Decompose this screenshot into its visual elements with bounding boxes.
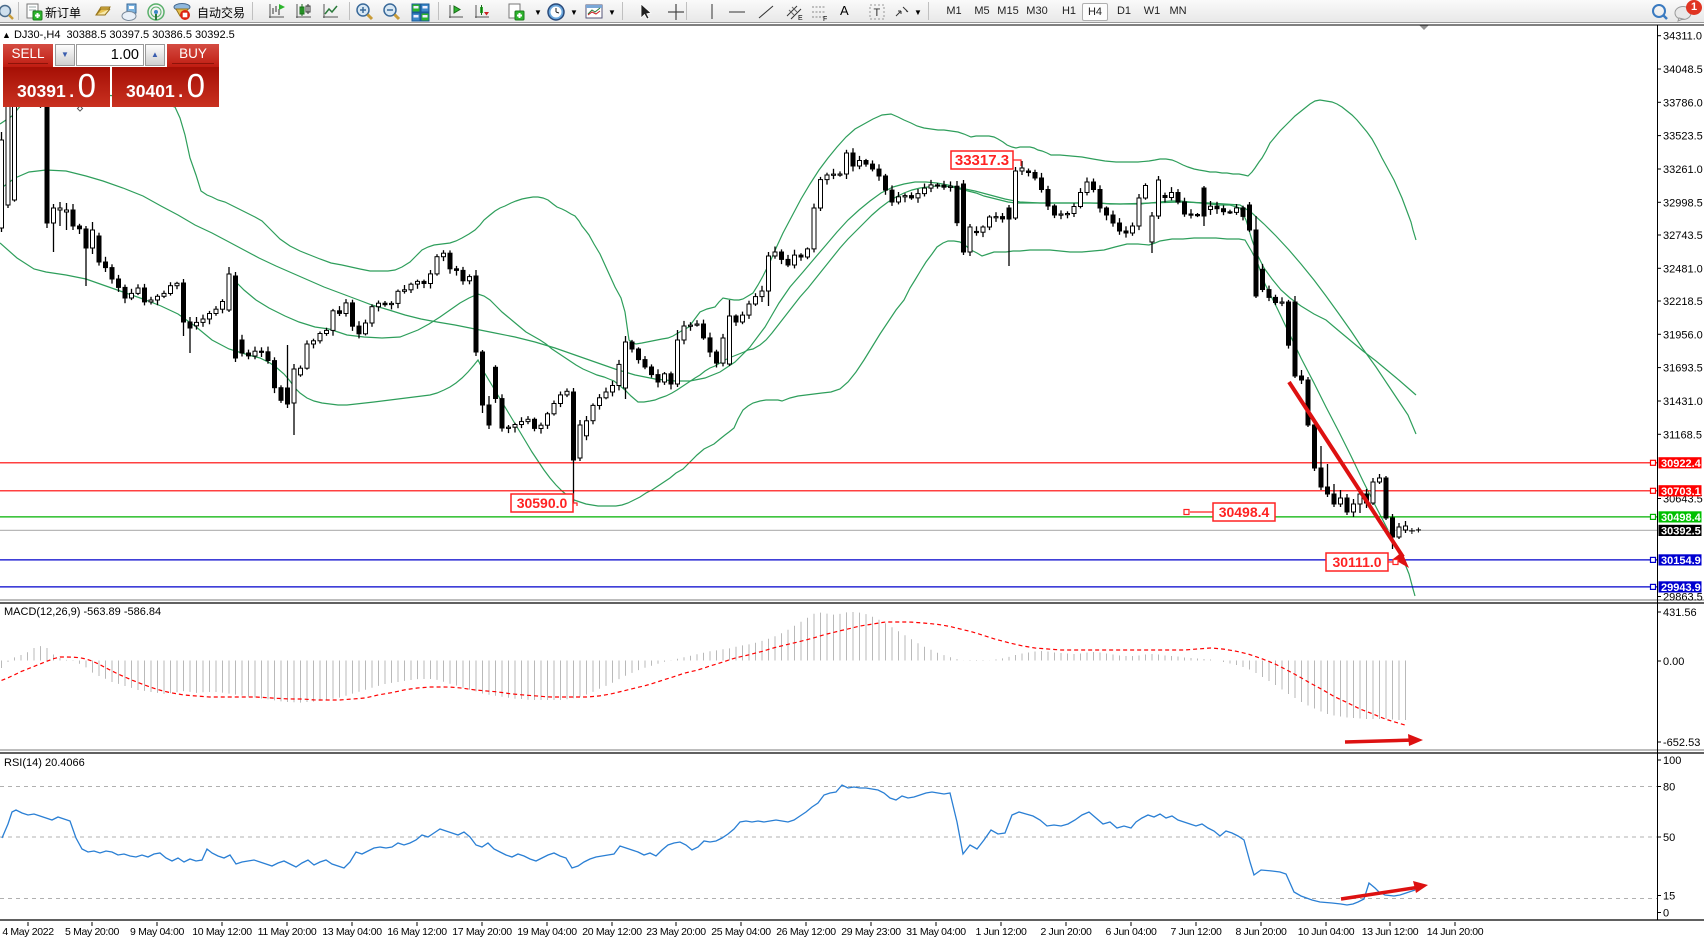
svg-text:E: E [798, 15, 803, 22]
svg-text:8 Jun 20:00: 8 Jun 20:00 [1235, 926, 1287, 938]
svg-text:11 May 20:00: 11 May 20:00 [258, 926, 317, 938]
svg-text:31 May 04:00: 31 May 04:00 [906, 926, 966, 938]
svg-text:31693.5: 31693.5 [1663, 363, 1703, 375]
svg-text:32998.5: 32998.5 [1663, 197, 1703, 209]
svg-text:-652.53: -652.53 [1663, 737, 1700, 749]
svg-text:80: 80 [1663, 782, 1675, 794]
svg-text:1 Jun 12:00: 1 Jun 12:00 [975, 926, 1027, 938]
svg-text:13 Jun 12:00: 13 Jun 12:00 [1362, 926, 1419, 938]
svg-text:33523.5: 33523.5 [1663, 131, 1703, 143]
svg-text:10 Jun 04:00: 10 Jun 04:00 [1298, 926, 1355, 938]
svg-text:30392.5: 30392.5 [1661, 525, 1701, 537]
svg-text:34311.0: 34311.0 [1663, 31, 1702, 43]
svg-text:20 May 12:00: 20 May 12:00 [582, 926, 642, 938]
svg-text:32218.5: 32218.5 [1663, 296, 1703, 308]
svg-text:19 May 04:00: 19 May 04:00 [517, 926, 577, 938]
svg-text:29943.9: 29943.9 [1661, 582, 1701, 594]
svg-text:31956.0: 31956.0 [1663, 329, 1703, 341]
svg-text:F: F [823, 16, 827, 22]
svg-text:32481.0: 32481.0 [1663, 263, 1703, 275]
svg-text:50: 50 [1663, 832, 1675, 844]
svg-text:30154.9: 30154.9 [1661, 555, 1701, 567]
svg-text:100: 100 [1663, 755, 1681, 767]
svg-text:14 Jun 20:00: 14 Jun 20:00 [1427, 926, 1484, 938]
svg-text:34048.5: 34048.5 [1663, 64, 1703, 76]
svg-text:T: T [874, 7, 881, 19]
svg-text:30590.0: 30590.0 [517, 495, 568, 511]
svg-text:9 May 04:00: 9 May 04:00 [130, 926, 184, 938]
svg-text:5 May 20:00: 5 May 20:00 [65, 926, 119, 938]
svg-text:31431.0: 31431.0 [1663, 396, 1703, 408]
svg-text:26 May 12:00: 26 May 12:00 [776, 926, 836, 938]
svg-text:7 Jun 12:00: 7 Jun 12:00 [1170, 926, 1222, 938]
svg-text:23 May 20:00: 23 May 20:00 [646, 926, 706, 938]
svg-text:13 May 04:00: 13 May 04:00 [322, 926, 382, 938]
svg-text:33317.3: 33317.3 [955, 152, 1009, 169]
svg-text:0.00: 0.00 [1663, 656, 1684, 668]
svg-text:29863.5: 29863.5 [1663, 592, 1703, 604]
svg-text:RSI(14) 20.4066: RSI(14) 20.4066 [4, 757, 85, 769]
svg-text:33261.0: 33261.0 [1663, 164, 1703, 176]
svg-text:10 May 12:00: 10 May 12:00 [192, 926, 252, 938]
svg-text:2 Jun 20:00: 2 Jun 20:00 [1040, 926, 1092, 938]
svg-text:0: 0 [1663, 908, 1669, 920]
svg-text:30643.5: 30643.5 [1663, 494, 1703, 506]
svg-text:30498.4: 30498.4 [1661, 512, 1702, 524]
svg-text:15: 15 [1663, 891, 1675, 903]
svg-text:33786.0: 33786.0 [1663, 97, 1703, 109]
svg-text:30703.1: 30703.1 [1661, 486, 1701, 498]
svg-text:16 May 12:00: 16 May 12:00 [387, 926, 447, 938]
svg-text:30498.4: 30498.4 [1219, 504, 1270, 520]
svg-text:431.56: 431.56 [1663, 607, 1697, 619]
svg-text:29 May 23:00: 29 May 23:00 [841, 926, 901, 938]
svg-text:6 Jun 04:00: 6 Jun 04:00 [1105, 926, 1157, 938]
svg-text:17 May 20:00: 17 May 20:00 [452, 926, 512, 938]
svg-text:31168.5: 31168.5 [1663, 429, 1702, 441]
svg-text:4 May 2022: 4 May 2022 [2, 926, 54, 938]
svg-text:MACD(12,26,9) -563.89 -586.84: MACD(12,26,9) -563.89 -586.84 [4, 606, 161, 618]
svg-text:25 May 04:00: 25 May 04:00 [711, 926, 771, 938]
svg-text:30922.4: 30922.4 [1661, 458, 1702, 470]
svg-text:30111.0: 30111.0 [1332, 554, 1381, 570]
svg-text:32743.5: 32743.5 [1663, 230, 1703, 242]
